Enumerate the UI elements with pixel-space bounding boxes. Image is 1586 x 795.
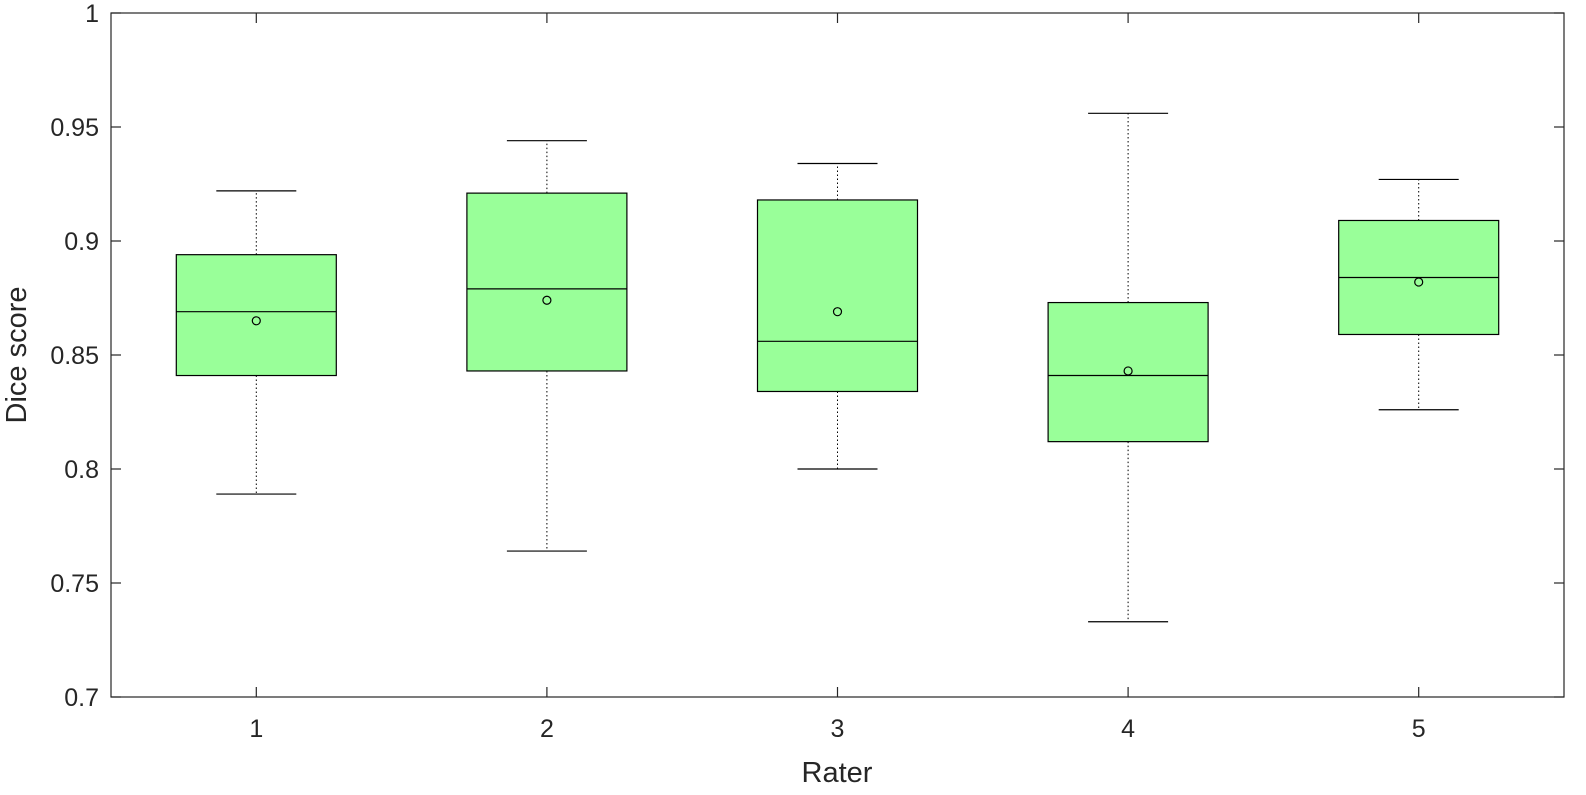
box-rater-1	[175, 190, 337, 495]
interquartile-box	[175, 254, 337, 377]
y-axis-label: Dice score	[1, 287, 33, 424]
y-tick-label: 0.95	[50, 114, 99, 142]
mean-marker	[542, 295, 552, 305]
x-tick-label: 5	[1412, 715, 1426, 743]
x-tick-label: 3	[831, 715, 845, 743]
box-rater-3	[756, 162, 919, 470]
interquartile-box	[466, 192, 628, 372]
box-rater-5	[1338, 178, 1500, 411]
x-tick-label: 2	[540, 715, 554, 743]
y-tick-label: 0.75	[50, 570, 99, 598]
mean-marker	[832, 307, 843, 317]
y-axis-ticks: 0.7 0.75 0.8 0.85 0.9 0.95 1	[50, 0, 1564, 712]
x-tick-label: 4	[1121, 715, 1135, 743]
interquartile-box	[1047, 301, 1209, 443]
y-tick-label: 0.7	[64, 684, 99, 712]
mean-marker	[1414, 277, 1424, 287]
y-tick-label: 0.85	[50, 342, 99, 370]
mean-marker	[1123, 366, 1133, 376]
interquartile-box	[756, 199, 919, 393]
x-tick-label: 1	[249, 715, 263, 743]
box-rater-4	[1047, 112, 1209, 623]
plot-marks	[175, 112, 1500, 623]
x-axis-ticks: 1 2 3 4 5	[249, 13, 1426, 743]
mean-marker	[251, 316, 261, 326]
y-tick-label: 1	[85, 0, 99, 28]
x-axis-label: Rater	[802, 757, 873, 789]
y-tick-label: 0.8	[64, 456, 99, 484]
box-rater-2	[466, 140, 628, 552]
y-tick-label: 0.9	[64, 228, 99, 256]
